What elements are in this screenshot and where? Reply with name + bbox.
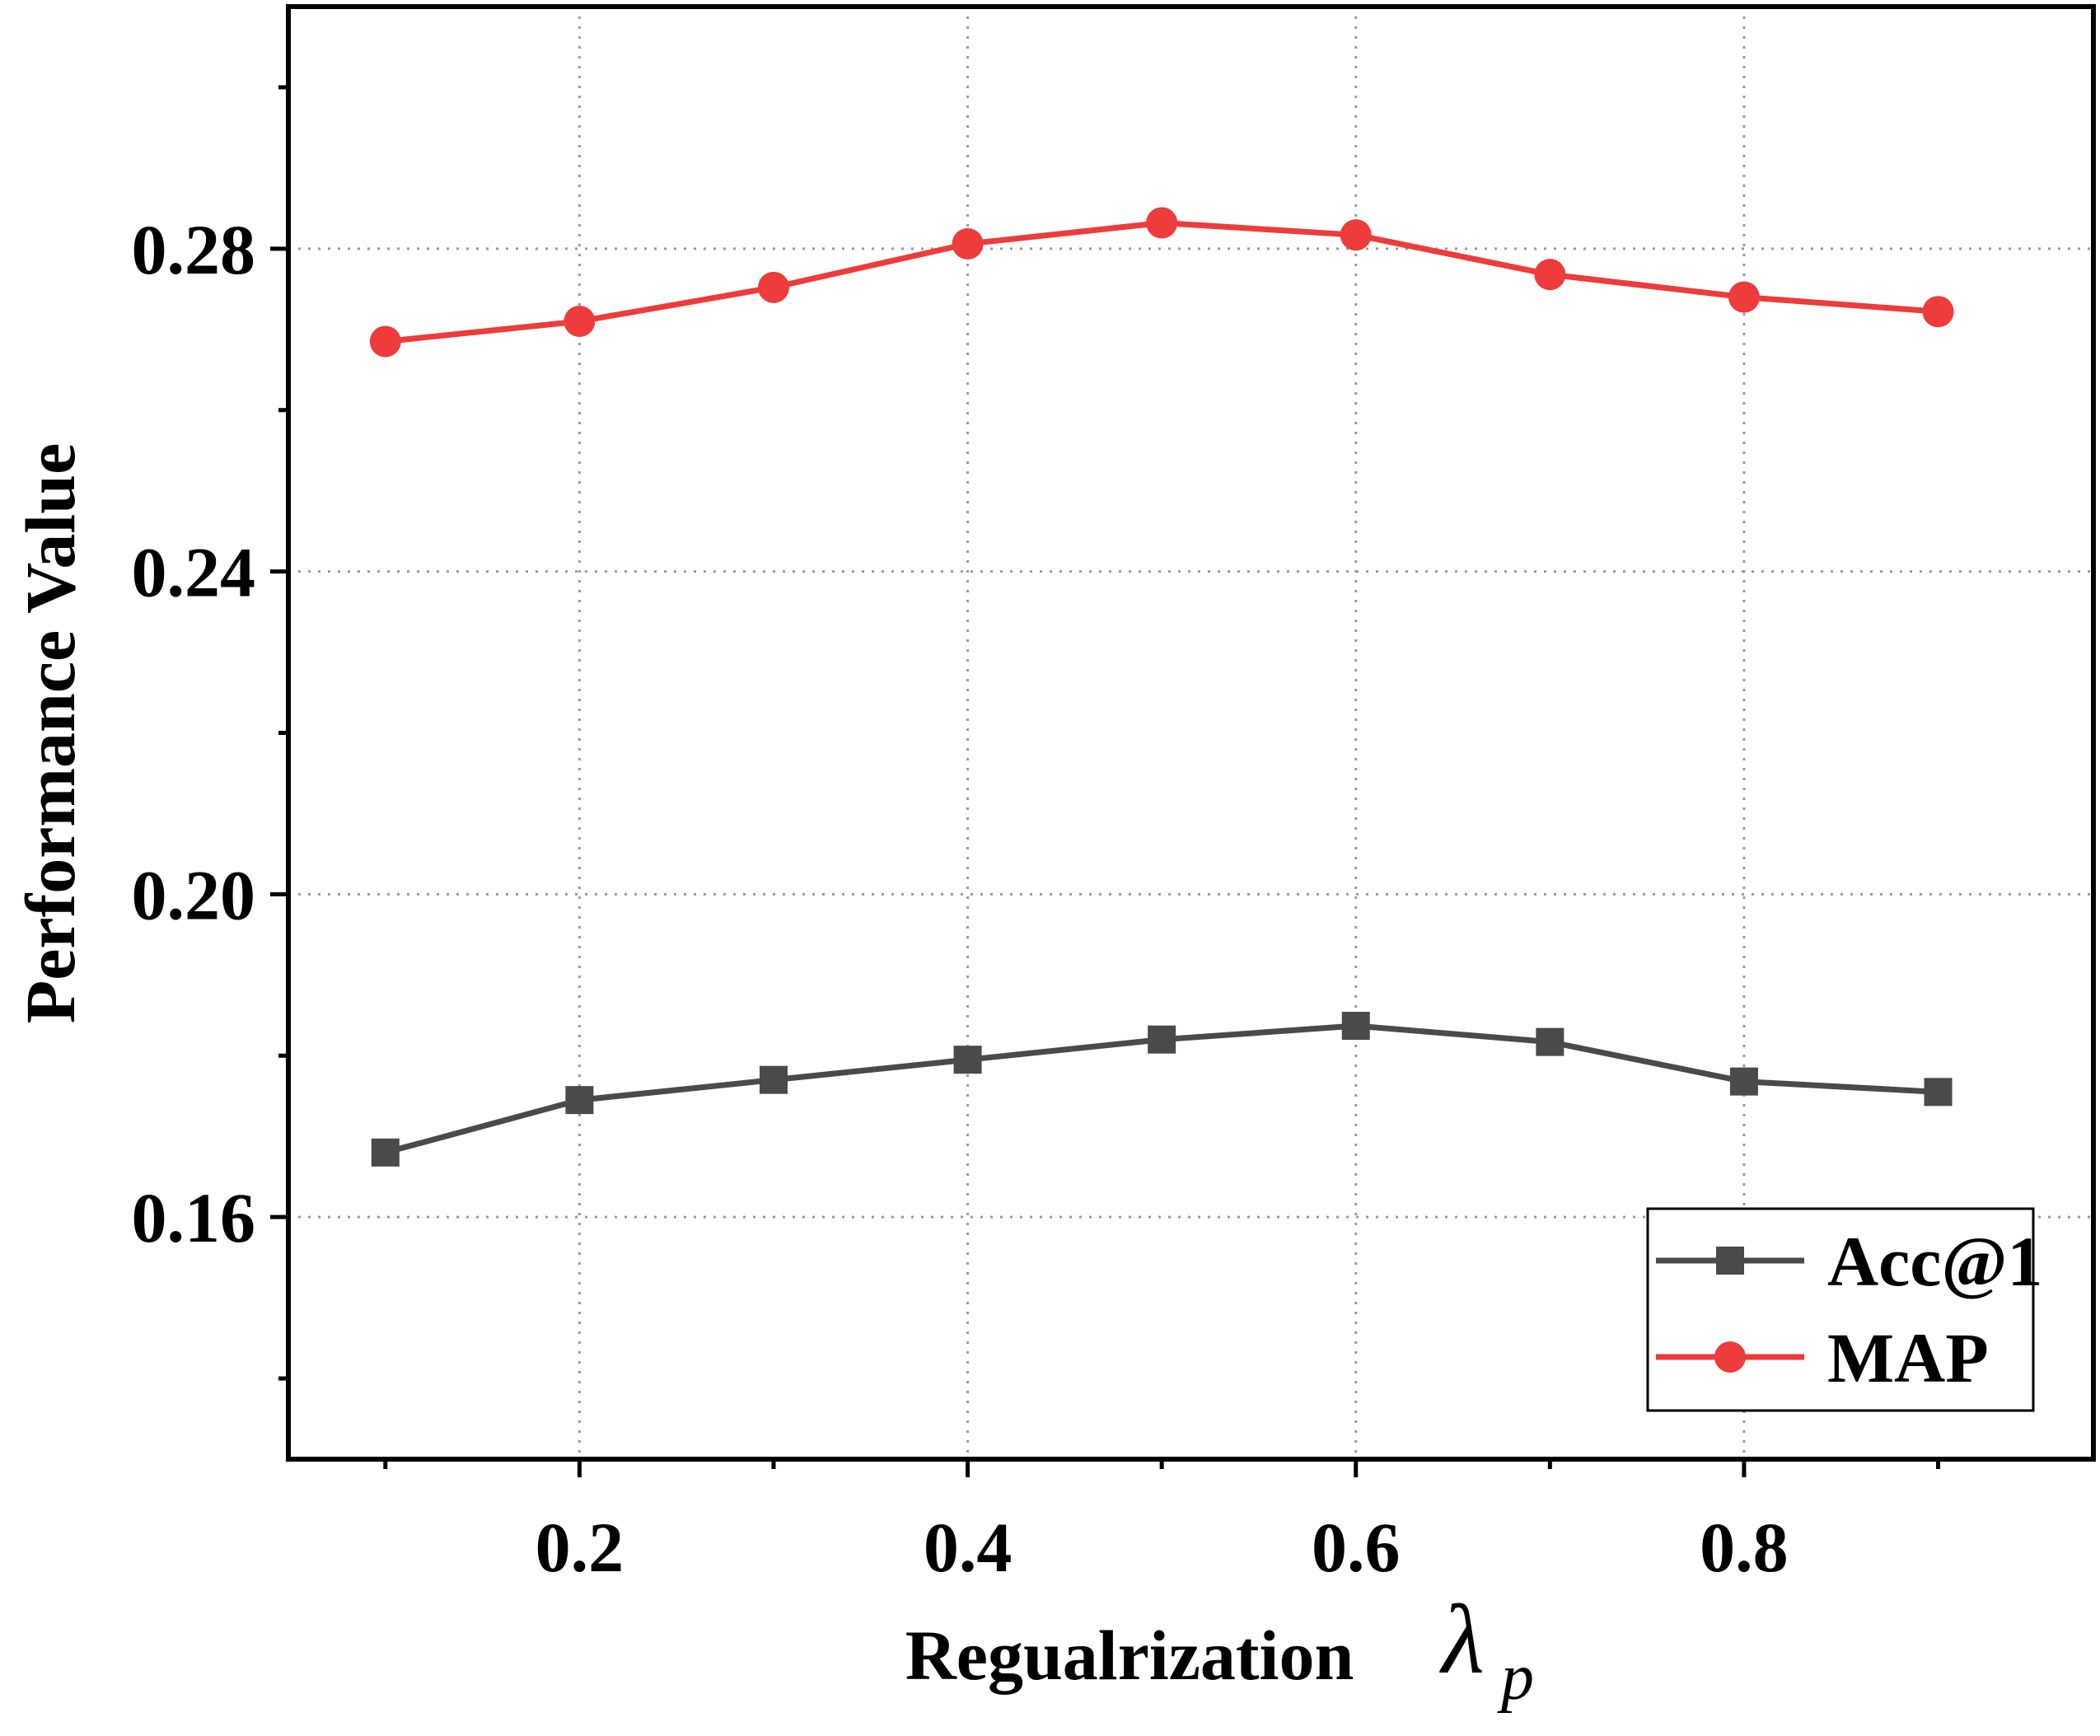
data-point <box>757 271 789 303</box>
y-tick-label: 0.24 <box>132 533 256 612</box>
data-point <box>1536 1027 1564 1056</box>
data-point <box>1728 281 1760 313</box>
y-axis-title: Performance Value <box>11 443 90 1024</box>
legend-label: Acc@1 <box>1827 1222 2042 1301</box>
series-line <box>385 219 1939 344</box>
data-point <box>1729 1067 1758 1096</box>
data-point <box>371 1138 400 1167</box>
x-tick-label: 0.4 <box>924 1508 1013 1587</box>
data-point <box>565 1086 594 1115</box>
data-point <box>369 325 401 358</box>
series-map <box>369 207 1954 358</box>
data-point <box>1534 259 1566 291</box>
y-tick-label: 0.20 <box>132 855 256 934</box>
x-axis-title-group: Regualrization λ p <box>905 1584 1534 1714</box>
data-point <box>952 227 984 260</box>
series-acc-1 <box>371 1012 1953 1167</box>
x-axis-symbol: λ <box>1439 1584 1485 1694</box>
axis-ticks: 0.16 0.20 0.24 0.28 0.2 0.4 0.6 0.8 <box>132 85 1941 1587</box>
data-point <box>1924 1078 1953 1107</box>
legend-box <box>1646 1207 2035 1412</box>
x-axis-symbol-subscript: p <box>1497 1641 1534 1714</box>
series-layer <box>369 207 1954 1167</box>
legend: Acc@1 MAP <box>1646 1207 2042 1412</box>
legend-label: MAP <box>1827 1318 1989 1397</box>
legend-item: Acc@1 <box>1656 1222 2042 1301</box>
data-point <box>1340 219 1372 251</box>
data-point <box>564 305 596 337</box>
x-tick-label: 0.8 <box>1700 1508 1789 1587</box>
x-tick-label: 0.2 <box>536 1508 624 1587</box>
data-point <box>1922 296 1954 328</box>
data-point <box>1341 1012 1370 1041</box>
x-axis-title: Regualrization <box>905 1616 1354 1695</box>
data-point <box>759 1065 788 1094</box>
y-tick-label: 0.16 <box>132 1178 256 1257</box>
legend-item: MAP <box>1656 1318 1989 1397</box>
legend-marker <box>1716 1247 1744 1275</box>
x-tick-label: 0.6 <box>1312 1508 1401 1587</box>
legend-marker <box>1714 1341 1746 1373</box>
data-point <box>953 1046 982 1074</box>
data-point <box>1148 1025 1176 1054</box>
data-point <box>1146 207 1178 239</box>
y-tick-label: 0.28 <box>132 210 256 289</box>
